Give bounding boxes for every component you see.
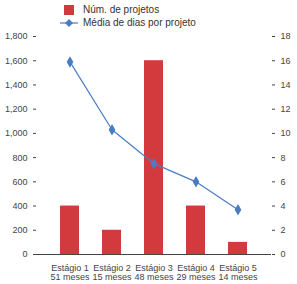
svg-text:Estágio 514 meses: Estágio 514 meses xyxy=(218,263,258,283)
svg-text:6: 6 xyxy=(281,177,286,187)
html-text:Núm. de projetos: Núm. de projetos xyxy=(83,4,160,15)
svg-text:400: 400 xyxy=(12,201,27,211)
svg-text:600: 600 xyxy=(12,177,27,187)
svg-text:18: 18 xyxy=(281,31,291,41)
svg-text:200: 200 xyxy=(12,225,27,235)
svg-text:12: 12 xyxy=(281,104,291,114)
svg-text:4: 4 xyxy=(281,201,286,211)
svg-text:Estágio 151 meses: Estágio 151 meses xyxy=(50,263,90,283)
svg-text:8: 8 xyxy=(281,152,286,162)
svg-text:Estágio 348 meses: Estágio 348 meses xyxy=(134,263,174,283)
svg-text:1,000: 1,000 xyxy=(5,128,28,138)
svg-text:1,800: 1,800 xyxy=(5,31,28,41)
svg-text:1,600: 1,600 xyxy=(5,56,28,66)
svg-text:Estágio 429 meses: Estágio 429 meses xyxy=(176,263,216,283)
html-text:Média de dias por projeto: Média de dias por projeto xyxy=(83,17,196,28)
svg-text:10: 10 xyxy=(281,128,291,138)
svg-text:16: 16 xyxy=(281,56,291,66)
svg-text:Estágio 215 meses: Estágio 215 meses xyxy=(92,263,132,283)
svg-text:1,200: 1,200 xyxy=(5,104,28,114)
svg-text:2: 2 xyxy=(281,225,286,235)
svg-text:0: 0 xyxy=(22,249,27,259)
svg-text:14: 14 xyxy=(281,80,291,90)
svg-text:0: 0 xyxy=(281,249,286,259)
svg-text:1,400: 1,400 xyxy=(5,80,28,90)
svg-text:800: 800 xyxy=(12,152,27,162)
